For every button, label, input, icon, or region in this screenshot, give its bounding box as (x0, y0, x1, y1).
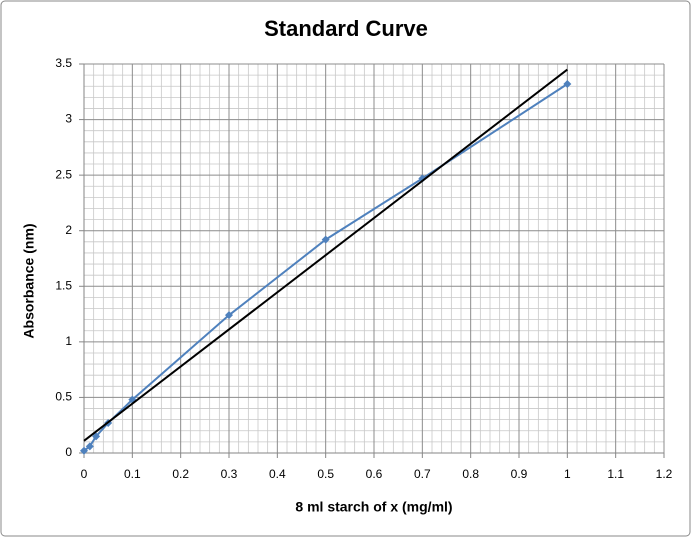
y-tick-label: 2.5 (55, 167, 72, 181)
x-tick-label: 0.5 (317, 467, 334, 481)
chart-title: Standard Curve (264, 16, 428, 41)
y-tick-label: 0.5 (55, 390, 72, 404)
y-tick-label: 1.5 (55, 278, 72, 292)
y-tick-label: 1 (65, 334, 72, 348)
x-tick-label: 0.2 (172, 467, 189, 481)
y-tick-label: 2 (65, 223, 72, 237)
y-tick-label: 3 (65, 112, 72, 126)
data-point (563, 80, 572, 89)
data-point (225, 311, 233, 320)
x-tick-label: 0.9 (511, 467, 528, 481)
x-axis-title: 8 ml starch of x (mg/ml) (295, 499, 452, 515)
x-tick-label: 1.1 (607, 467, 624, 481)
x-tick-label: 0.3 (221, 467, 238, 481)
x-tick-label: 1 (564, 467, 571, 481)
series-line (83, 68, 568, 442)
data-point (80, 446, 88, 455)
data-point (85, 442, 94, 451)
x-tick-label: 0.6 (366, 467, 383, 481)
x-tick-label: 1.2 (656, 467, 673, 481)
x-tick-label: 0.1 (124, 467, 141, 481)
data-point (92, 432, 101, 441)
data-point (321, 235, 330, 244)
y-tick-label: 0 (65, 445, 72, 459)
y-tick-label: 3.5 (55, 56, 72, 70)
y-axis-title: Absorbance (nm) (21, 223, 37, 338)
x-tick-label: 0.4 (269, 467, 286, 481)
x-tick-label: 0.7 (414, 467, 431, 481)
x-tick-label: 0 (81, 467, 88, 481)
x-tick-label: 0.8 (462, 467, 479, 481)
